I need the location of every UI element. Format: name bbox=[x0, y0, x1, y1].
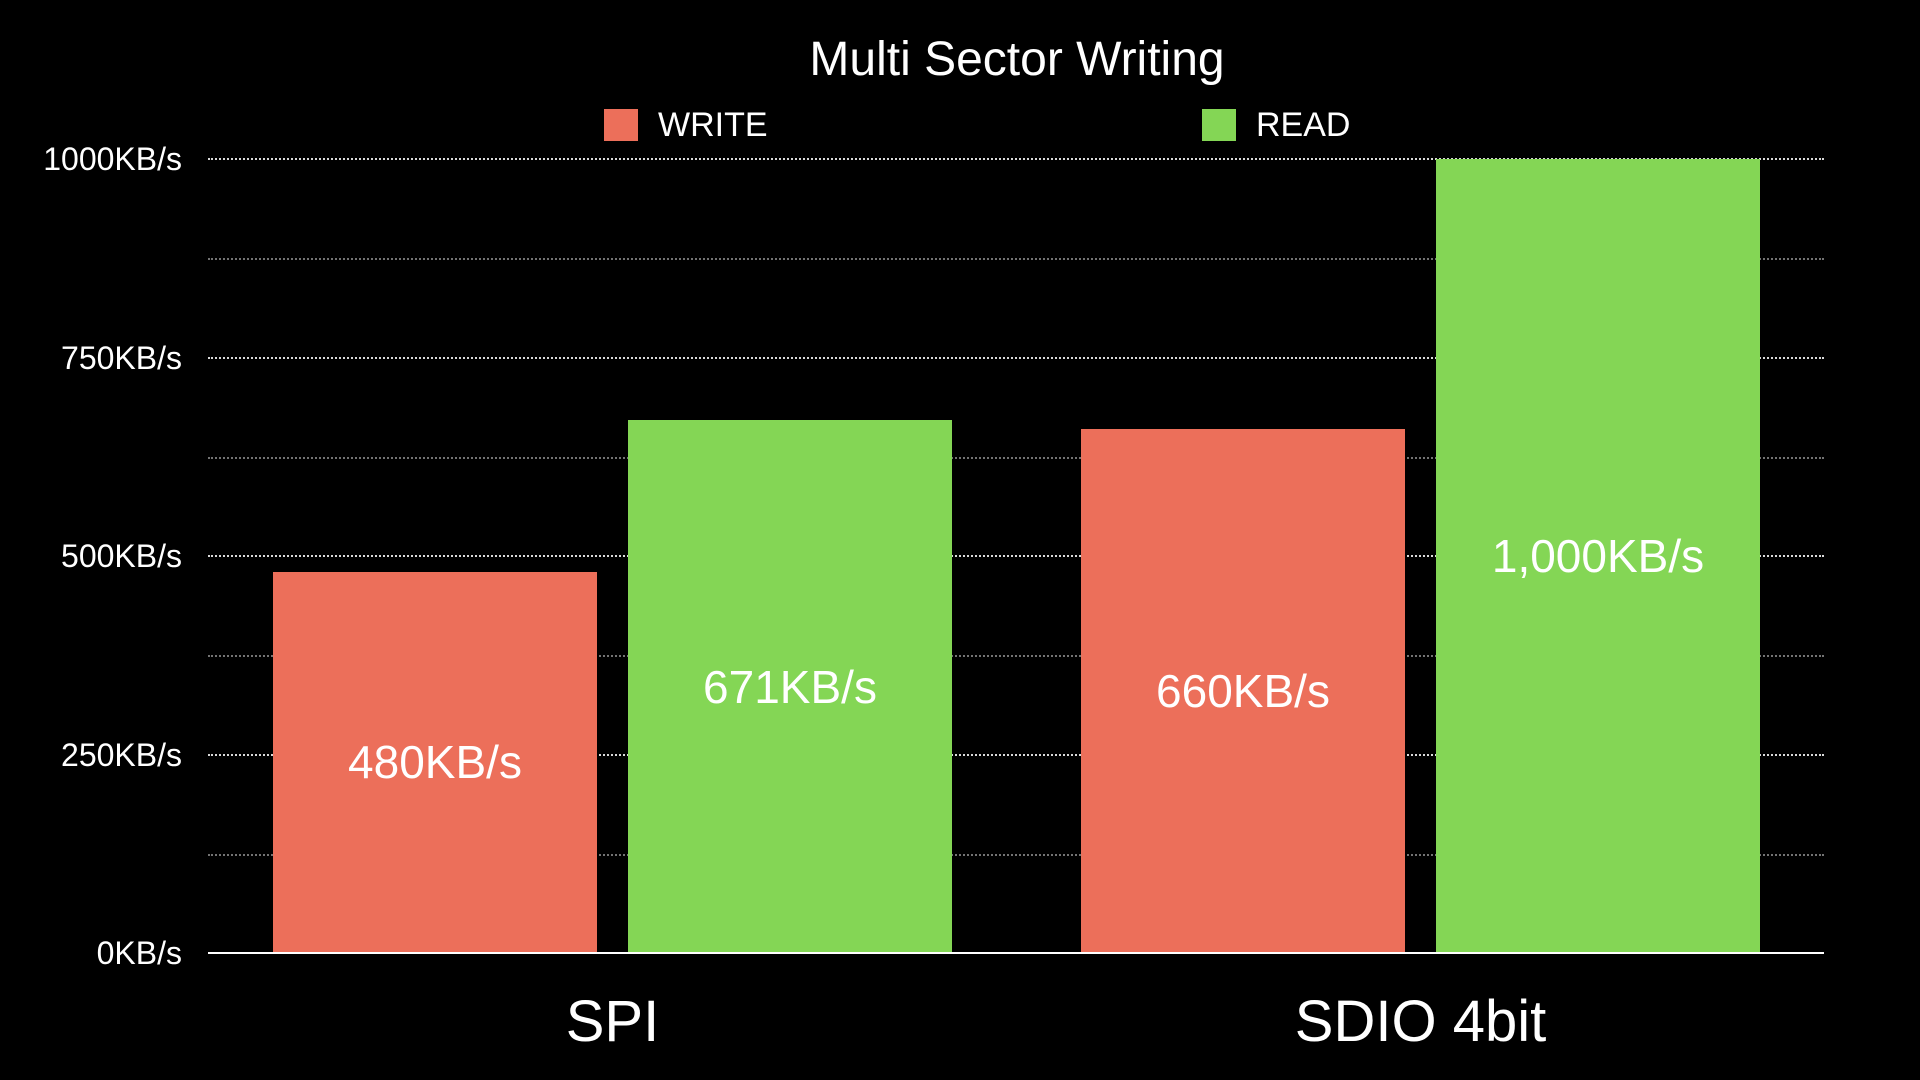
major-gridline bbox=[208, 356, 1824, 359]
legend-label-read: READ bbox=[1256, 106, 1351, 144]
legend-label-write: WRITE bbox=[658, 106, 768, 144]
bar-value-label: 480KB/s bbox=[348, 736, 522, 789]
y-tick-label: 250KB/s bbox=[61, 736, 182, 773]
minor-gridline bbox=[208, 853, 1824, 856]
bar-read-spi: 671KB/s bbox=[628, 420, 952, 953]
major-gridline bbox=[208, 555, 1824, 557]
write-swatch-icon bbox=[604, 109, 638, 141]
x-axis-line bbox=[208, 952, 1824, 954]
bar-value-label: 1,000KB/s bbox=[1491, 530, 1705, 582]
legend-item-write: WRITE bbox=[604, 108, 768, 142]
major-gridline bbox=[208, 158, 1824, 160]
read-swatch-icon bbox=[1202, 109, 1236, 141]
minor-gridline bbox=[208, 258, 1824, 261]
bar-value-label: 660KB/s bbox=[1156, 664, 1330, 717]
bar-write-spi: 480KB/s bbox=[273, 571, 597, 953]
x-tick-label: SPI bbox=[565, 989, 660, 1054]
chart-title: Multi Sector Writing bbox=[809, 33, 1225, 86]
minor-gridline bbox=[208, 655, 1824, 658]
legend-item-read: READ bbox=[1202, 108, 1350, 142]
bar-value-label: 671KB/s bbox=[703, 660, 877, 713]
y-tick-label: 500KB/s bbox=[61, 538, 182, 574]
bar-write-sdio-4bit: 660KB/s bbox=[1081, 428, 1405, 953]
major-gridline bbox=[208, 753, 1824, 756]
minor-gridline bbox=[208, 456, 1824, 459]
x-tick-label: SDIO 4bit bbox=[1294, 989, 1547, 1054]
y-tick-label: 0KB/s bbox=[96, 935, 182, 971]
y-tick-label: 750KB/s bbox=[61, 339, 182, 376]
y-tick-label: 1000KB/s bbox=[43, 141, 182, 177]
plot-area: 480KB/s 671KB/s 660KB/s 1,000KB/s bbox=[208, 158, 1824, 954]
bar-read-sdio-4bit: 1,000KB/s bbox=[1436, 159, 1760, 953]
